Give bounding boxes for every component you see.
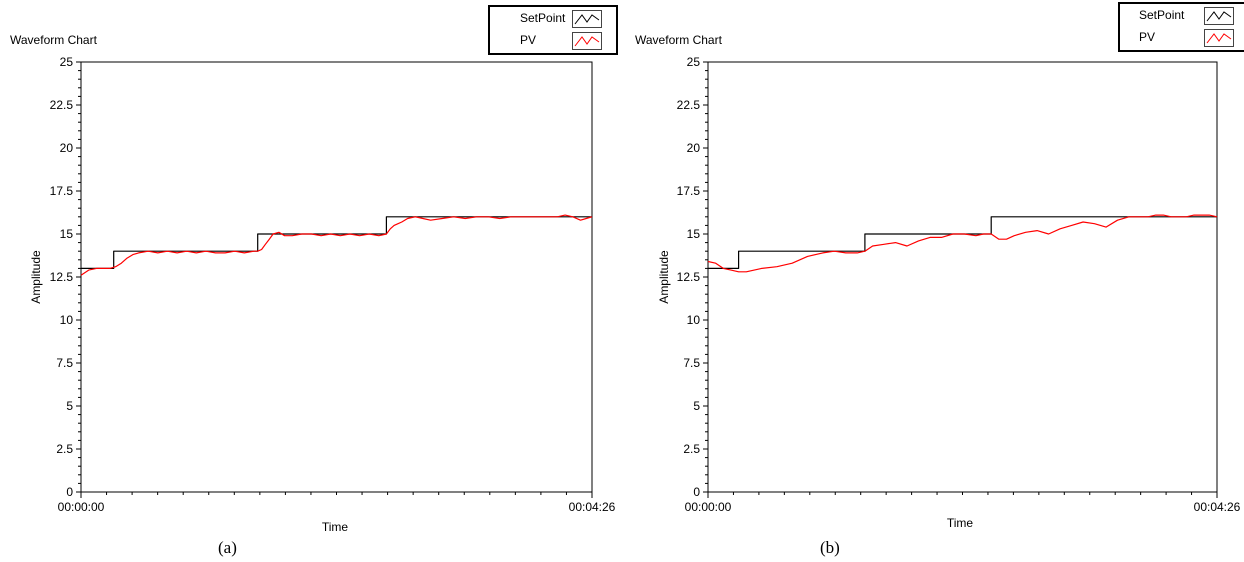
plot-area: [80, 61, 593, 493]
legend: SetPoint PV: [488, 5, 618, 55]
series-line-pv: [80, 214, 593, 276]
legend-swatch-setpoint: [572, 10, 602, 28]
y-tick-label: 10: [60, 313, 74, 327]
figure-caption: (b): [820, 538, 840, 557]
y-tick-label: 22.5: [677, 98, 701, 112]
y-tick-label: 5: [66, 399, 73, 413]
legend-label: SetPoint: [1139, 8, 1185, 22]
legend-item-pv: PV: [490, 30, 616, 52]
y-tick-label: 17.5: [50, 184, 74, 198]
y-tick-label: 12.5: [677, 270, 701, 284]
y-tick-label: 17.5: [677, 184, 701, 198]
x-axis-title: Time: [947, 516, 974, 530]
y-tick-label: 0: [693, 485, 700, 499]
legend-label: SetPoint: [520, 11, 566, 25]
y-axis-title: Amplitude: [29, 250, 43, 304]
legend-label: PV: [520, 33, 537, 47]
y-tick-label: 15: [687, 227, 701, 241]
x-tick-label: 00:00:00: [58, 500, 105, 514]
x-tick-label: 00:04:26: [569, 500, 616, 514]
chart-panel-b: Waveform Chart SetPoint PV 0 2.5 5 7.5 10 12.…: [622, 0, 1244, 562]
chart-panel-a: Waveform Chart SetPoint PV 0 2.5 5 7.5 10 12.…: [10, 5, 618, 557]
y-tick-label: 2.5: [683, 442, 700, 456]
x-tick-label: 00:00:00: [685, 500, 732, 514]
series-line-pv: [707, 214, 1218, 273]
legend-swatch-setpoint: [1204, 7, 1234, 25]
chart-title: Waveform Chart: [10, 33, 97, 47]
legend-swatch-pv: [572, 32, 602, 50]
y-tick-label: 2.5: [56, 442, 73, 456]
y-tick-label: 0: [66, 485, 73, 499]
y-tick-label: 7.5: [56, 356, 73, 370]
series-line-setpoint: [708, 216, 1217, 269]
chart-plot-a: 0 2.5 5 7.5 10 12.5 15 17.5 20 22.5 25 00:00:00 00:0…: [29, 55, 616, 534]
y-tick-label: 20: [687, 141, 701, 155]
y-tick-label: 25: [687, 55, 701, 69]
legend: SetPoint PV: [1118, 2, 1244, 52]
legend-item-pv: PV: [1120, 27, 1244, 49]
x-tick-label: 00:04:26: [1194, 500, 1241, 514]
legend-label: PV: [1139, 30, 1156, 44]
y-tick-label: 22.5: [50, 98, 74, 112]
plot-area: [707, 61, 1218, 493]
y-tick-label: 15: [60, 227, 74, 241]
legend-item-setpoint: SetPoint: [490, 8, 616, 30]
chart-plot-b: 0 2.5 5 7.5 10 12.5 15 17.5 20 22.5 25 00:00:00 00:0…: [657, 55, 1241, 530]
legend-swatch-pv: [1204, 29, 1234, 47]
legend-item-setpoint: SetPoint: [1120, 5, 1244, 27]
x-axis-title: Time: [322, 520, 349, 534]
figure-caption: (a): [218, 538, 237, 557]
y-tick-label: 12.5: [50, 270, 74, 284]
y-tick-label: 25: [60, 55, 74, 69]
y-tick-label: 5: [693, 399, 700, 413]
chart-title: Waveform Chart: [635, 33, 722, 47]
y-tick-label: 10: [687, 313, 701, 327]
y-tick-label: 7.5: [683, 356, 700, 370]
series-line-setpoint: [81, 216, 592, 269]
y-tick-label: 20: [60, 141, 74, 155]
y-axis-title: Amplitude: [657, 250, 671, 304]
